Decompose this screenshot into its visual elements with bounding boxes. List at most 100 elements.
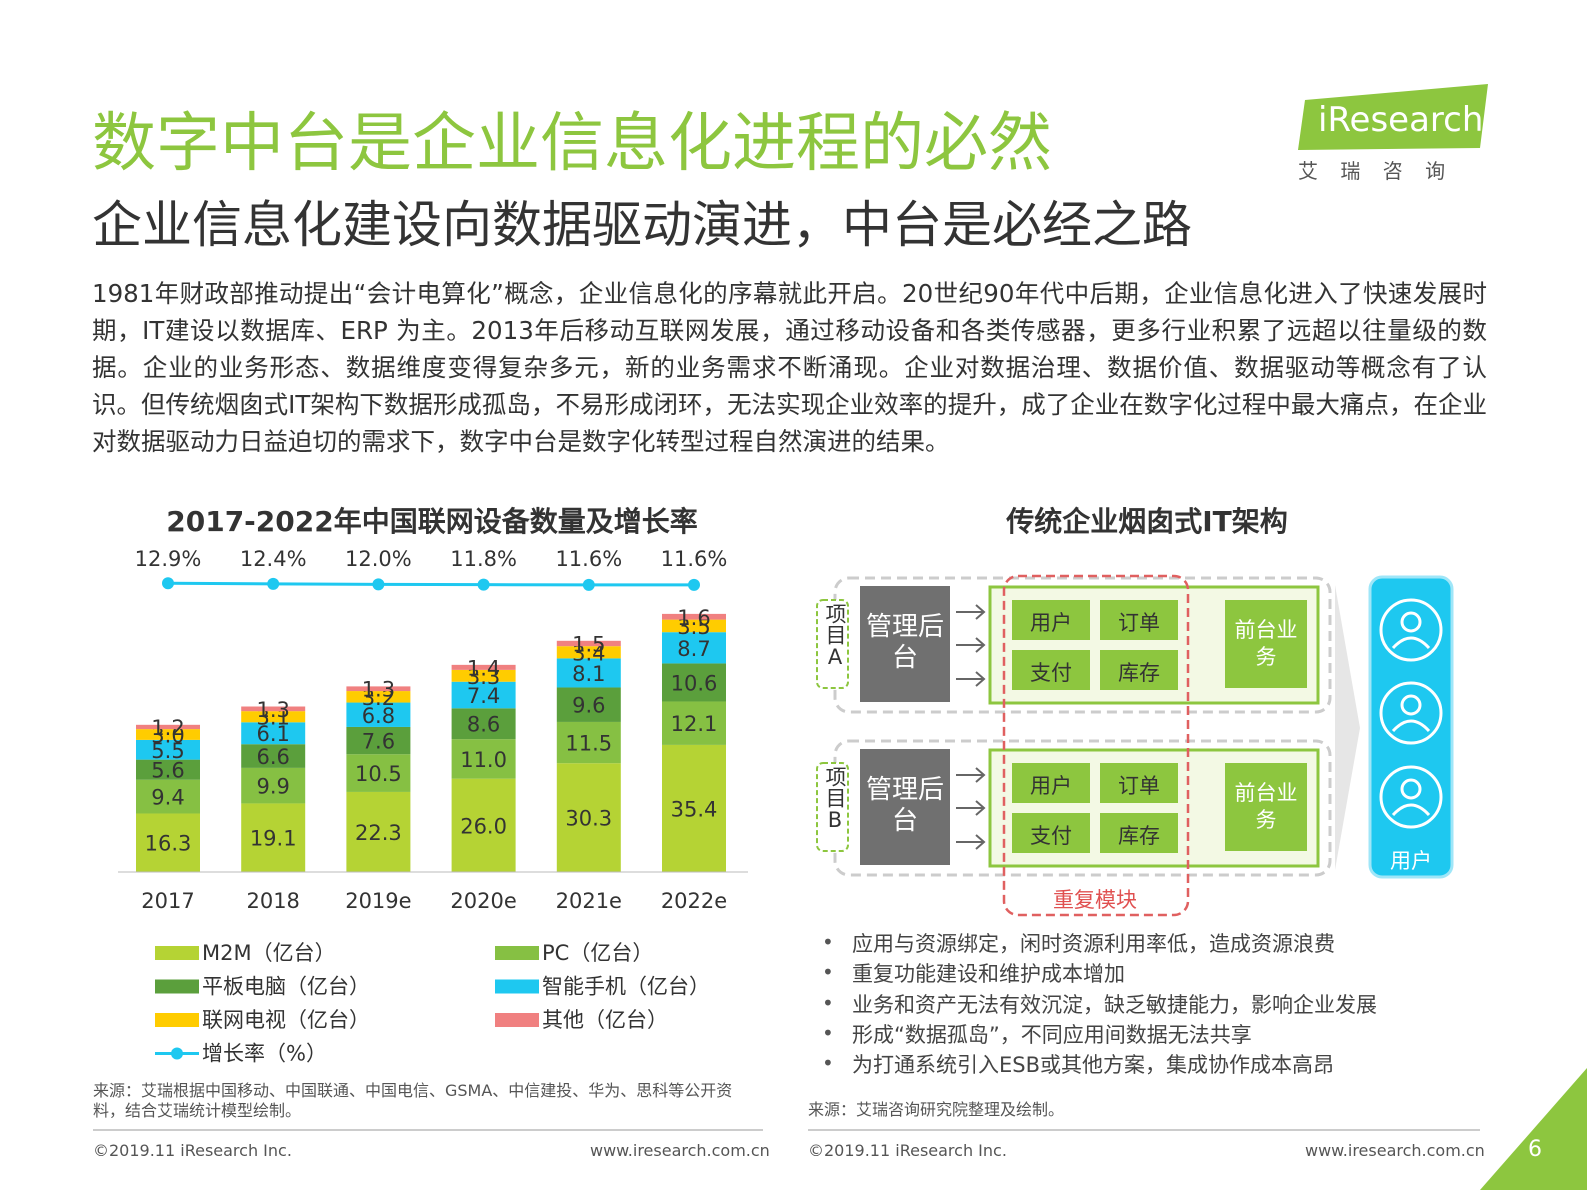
module-label: 用户 — [1030, 611, 1072, 635]
project-label: 项目A — [823, 603, 847, 669]
bar-segment — [241, 744, 306, 768]
bar-segment — [136, 779, 200, 814]
data-label: 1.5 — [572, 632, 605, 656]
bar-segment — [136, 759, 200, 780]
module-label: 支付 — [1030, 824, 1072, 848]
backend-label: 管理后台 — [865, 775, 944, 836]
backend-box — [860, 749, 950, 865]
module-cell — [1012, 650, 1090, 690]
data-label: 8.7 — [677, 637, 710, 661]
front-label: 前台业务 — [1234, 781, 1298, 832]
module-label: 库存 — [1118, 824, 1160, 848]
module-label: 订单 — [1118, 774, 1160, 798]
front-box — [1225, 763, 1307, 851]
module-label: 支付 — [1030, 661, 1072, 685]
data-label: 8.1 — [572, 662, 605, 686]
bar-segment — [556, 687, 621, 722]
bar-segment — [662, 613, 726, 620]
chart-source: 来源：艾瑞根据中国移动、中国联通、中国电信、GSMA、中信建投、华为、思科等公开… — [93, 1081, 733, 1120]
data-label: 11.8% — [450, 547, 517, 571]
data-label: 35.4 — [671, 797, 718, 821]
copyright: ©2019.11 iResearch Inc. — [808, 1141, 1007, 1160]
bullet-dot: • — [822, 990, 834, 1015]
bar-segment — [556, 640, 621, 647]
data-label: 6.8 — [362, 704, 395, 728]
legend-swatch — [495, 979, 539, 994]
bullet-dot: • — [822, 960, 834, 985]
bullet-text: 重复功能建设和维护成本增加 — [852, 962, 1125, 987]
page-number: 6 — [1528, 1137, 1542, 1162]
bar-segment — [346, 791, 411, 872]
module-label: 库存 — [1118, 661, 1160, 685]
bar-segment — [451, 708, 516, 740]
data-label: 16.3 — [145, 832, 192, 856]
bar-segment — [241, 767, 306, 804]
bar-segment — [662, 701, 726, 745]
bar-segment — [241, 711, 306, 723]
data-label: 12.1 — [671, 712, 718, 736]
module-cell — [1100, 813, 1178, 853]
legend-label: 增长率（%） — [202, 1042, 327, 1066]
data-label: 6.1 — [256, 722, 289, 746]
bullet-dot: • — [822, 1051, 834, 1076]
arrow — [956, 637, 986, 653]
bar-segment — [241, 706, 306, 712]
bar-segment — [662, 744, 726, 872]
x-tick-label: 2021e — [556, 889, 622, 913]
data-label: 19.1 — [250, 827, 297, 851]
x-tick-label: 2020e — [450, 889, 516, 913]
user-label: 用户 — [1390, 849, 1432, 873]
data-label: 1.3 — [256, 698, 289, 722]
bullet-dot: • — [822, 1020, 834, 1045]
bar-segment — [346, 702, 411, 727]
data-label: 1.2 — [151, 716, 184, 740]
url: www.iresearch.com.cn — [1305, 1141, 1485, 1160]
duplicate-box — [1002, 574, 1190, 917]
data-label: 11.0 — [460, 748, 507, 772]
project-tag — [816, 599, 849, 689]
bar-segment — [662, 632, 726, 664]
arrow — [956, 671, 986, 687]
module-cell — [1100, 600, 1178, 640]
bar-segment — [136, 729, 200, 740]
data-label: 11.6% — [661, 547, 728, 571]
arrow — [956, 800, 986, 816]
bar-segment — [451, 669, 516, 682]
legend-swatch — [155, 979, 199, 994]
module-cell — [1100, 650, 1178, 690]
x-tick-label: 2022e — [661, 889, 727, 913]
module-label: 订单 — [1118, 611, 1160, 635]
diagram-title: 传统企业烟囱式IT架构 — [1006, 505, 1288, 538]
bar-segment — [662, 663, 726, 702]
copyright: ©2019.11 iResearch Inc. — [93, 1141, 292, 1160]
data-label: 26.0 — [460, 814, 507, 838]
data-label: 1.6 — [677, 606, 710, 630]
arrow — [956, 604, 986, 620]
backend-label: 管理后台 — [865, 612, 944, 673]
line-marker — [477, 578, 490, 591]
logo-bg — [1298, 84, 1488, 150]
bar-segment — [346, 691, 411, 703]
body-text: 1981年财政部推动提出“会计电算化”概念，企业信息化的序幕就此开启。20世纪9… — [92, 279, 1487, 456]
bullet-text: 为打通系统引入ESB或其他方案，集成协作成本高昂 — [852, 1053, 1335, 1078]
data-label: 8.6 — [467, 713, 500, 737]
module-cell — [1100, 763, 1178, 803]
bar-segment — [451, 739, 516, 779]
module-label: 用户 — [1030, 774, 1072, 798]
logo-brand: iResearch — [1318, 100, 1484, 140]
legend-label: 智能手机（亿台） — [542, 975, 710, 999]
legend-label: 其他（亿台） — [542, 1008, 668, 1032]
arrow — [956, 767, 986, 783]
data-label: 12.4% — [240, 547, 307, 571]
line-marker — [688, 578, 700, 591]
bullet-dot: • — [822, 930, 834, 954]
bullet-text: 应用与资源绑定，闲时资源利用率低，造成资源浪费 — [852, 932, 1335, 956]
backend-box — [860, 586, 950, 702]
logo-tagline: 艾 瑞 咨 询 — [1298, 159, 1454, 183]
data-label: 6.6 — [256, 745, 289, 769]
bullet-text: 业务和资产无法有效沉淀，缺乏敏捷能力，影响企业发展 — [852, 992, 1377, 1017]
bar-segment — [241, 722, 306, 745]
bar-segment — [556, 658, 621, 688]
module-cell — [1012, 813, 1090, 853]
